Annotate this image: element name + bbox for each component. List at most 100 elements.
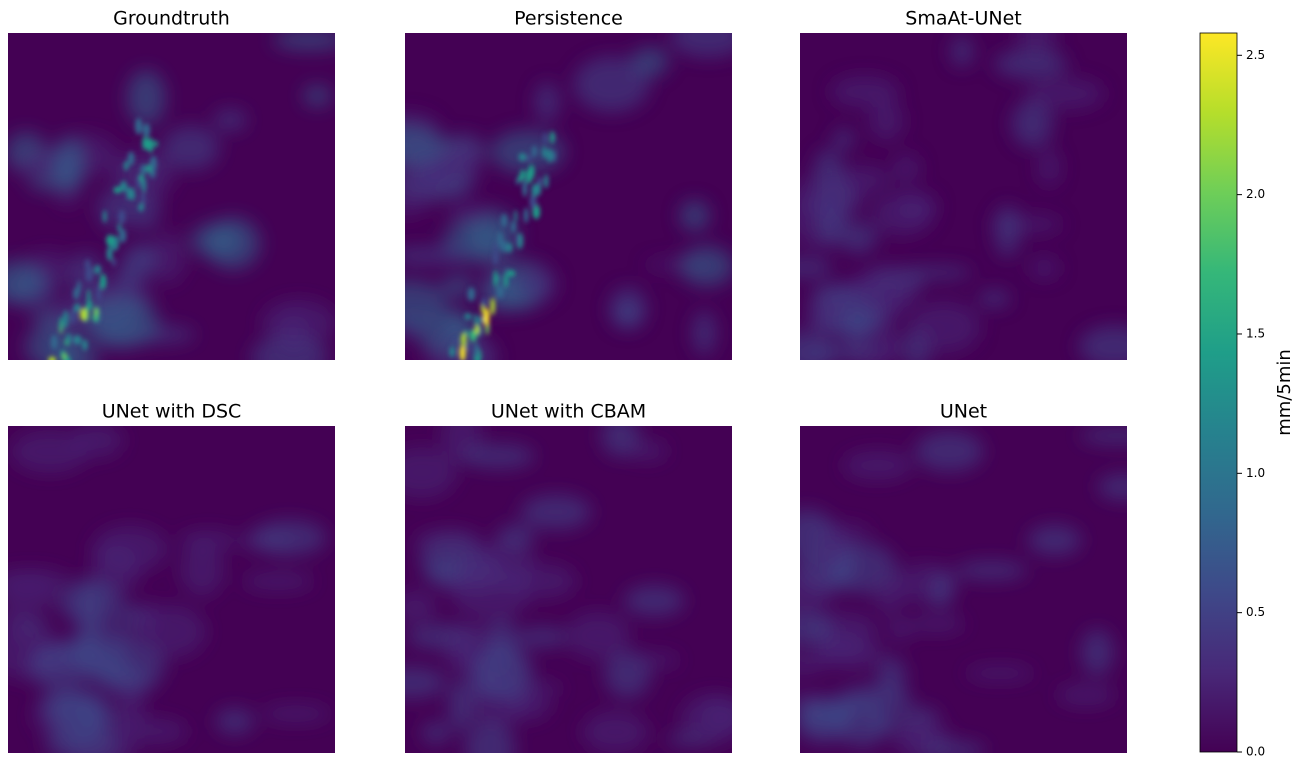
heatmap-cell [92, 525, 167, 572]
heatmap-cell [116, 266, 138, 291]
heatmap-cell [886, 618, 913, 640]
heatmap-cell [518, 175, 524, 181]
heatmap-cell [511, 221, 516, 233]
heatmap-cell [445, 623, 474, 673]
heatmap-cell [1081, 629, 1113, 675]
heatmap-cell [453, 338, 456, 344]
heatmap-cell [566, 612, 630, 659]
heatmap-cell [448, 203, 491, 224]
heatmap-cell [114, 187, 122, 194]
heatmap-cell [843, 451, 913, 480]
heatmap [767, 11, 1149, 374]
heatmap-cell [216, 708, 254, 734]
heatmap-cell [112, 258, 116, 266]
colorbar-tick-label: 2.5 [1246, 48, 1265, 62]
heatmap [0, 30, 347, 381]
heatmap-cell [779, 571, 833, 614]
heatmap-cell [481, 298, 487, 307]
heatmap-cell [500, 241, 508, 252]
heatmap-cell [1029, 257, 1059, 278]
heatmap-cell [467, 287, 475, 301]
heatmap-cell [140, 164, 146, 175]
heatmap-cell [681, 694, 745, 743]
heatmap-cell [143, 123, 150, 138]
heatmap-cell [462, 444, 535, 468]
heatmap-cell [381, 187, 430, 216]
heatmap-cell [817, 526, 850, 570]
heatmap-cell [514, 210, 517, 222]
heatmap-cell [15, 157, 41, 173]
heatmap-cell [815, 635, 867, 660]
heatmap-cell [680, 246, 734, 287]
heatmap-cell [1080, 427, 1155, 443]
heatmap-cell [242, 572, 313, 591]
heatmap-cell [252, 520, 326, 556]
heatmap-cell [379, 667, 445, 699]
heatmap-cell [521, 495, 591, 530]
heatmap-cell [550, 131, 554, 144]
heatmap-cell [493, 270, 497, 287]
heatmap-cell [483, 308, 489, 326]
heatmap-cell [516, 627, 568, 648]
heatmap-cell [117, 692, 146, 729]
heatmap-cell [1079, 326, 1149, 368]
heatmap-cell [162, 126, 219, 170]
heatmap-cell [303, 85, 331, 106]
heatmap-cell [515, 234, 518, 245]
heatmap-cell [213, 109, 246, 130]
heatmap-cell [900, 723, 937, 744]
heatmap-cell [966, 666, 1034, 681]
heatmap-cell [526, 155, 532, 161]
heatmap-cell [893, 153, 920, 184]
heatmap-cell [474, 343, 479, 359]
heatmap-cell [908, 616, 965, 633]
heatmap [379, 410, 746, 763]
heatmap-cell [995, 205, 1020, 258]
heatmap-cell [135, 118, 142, 135]
heatmap-cell [1028, 525, 1082, 555]
heatmap-cell [94, 307, 98, 316]
heatmap-cell [85, 259, 90, 270]
heatmap-cell [106, 235, 114, 247]
heatmap-cell [142, 137, 148, 150]
heatmap-cell [150, 156, 157, 172]
heatmap-cell [534, 184, 541, 196]
heatmap-cell [59, 317, 62, 332]
heatmap-cell [131, 245, 158, 266]
heatmap-cell [461, 333, 466, 347]
heatmap-cell [542, 146, 547, 158]
heatmap-cell [127, 70, 166, 125]
heatmap-cell [128, 152, 135, 166]
heatmap-cell [386, 447, 457, 498]
heatmap-cell [583, 711, 648, 753]
heatmap-cell [631, 653, 680, 667]
heatmap-cell [1017, 11, 1057, 56]
heatmap-cell [48, 357, 55, 365]
heatmap-cell [543, 132, 547, 144]
heatmap-cell [670, 16, 747, 57]
heatmap-cell [394, 591, 436, 623]
heatmap-cell [508, 270, 515, 277]
heatmap-cell [574, 56, 650, 112]
colorbar-tick-label: 1.5 [1246, 326, 1265, 340]
heatmap-cell [82, 339, 88, 350]
heatmap-cell [504, 273, 508, 288]
heatmap-cell [103, 210, 107, 223]
heatmap-cell [94, 265, 101, 275]
heatmap-cell [273, 30, 347, 50]
heatmap-cell [526, 169, 533, 184]
panel-title: SmaAt-UNet [905, 8, 1021, 30]
heatmap-cell [70, 309, 76, 324]
panel-title: UNet [940, 401, 987, 423]
heatmap-cell [547, 148, 553, 162]
heatmap-cell [154, 140, 158, 147]
heatmap-cell [842, 309, 874, 339]
heatmap-cell [449, 346, 455, 357]
heatmap-cell [118, 210, 125, 224]
heatmap-cell [877, 656, 906, 696]
heatmap-cell [544, 174, 549, 188]
heatmap-cell [693, 310, 716, 355]
heatmap-cell [10, 430, 89, 473]
heatmap-cell [477, 540, 535, 588]
heatmap-cell [624, 585, 685, 616]
